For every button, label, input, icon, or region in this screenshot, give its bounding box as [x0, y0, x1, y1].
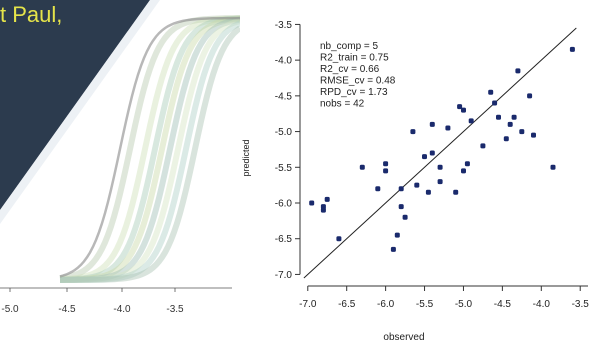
sigmoid-curve [60, 18, 240, 283]
stat-annotation: RPD_cv = 1.73 [320, 87, 388, 98]
y-tick-label: -5.5 [275, 163, 293, 174]
data-point [414, 182, 420, 188]
data-point [375, 186, 381, 192]
y-tick-label: -7.0 [275, 270, 293, 281]
data-point [511, 114, 517, 120]
slide-title-fragment: t Paul, [0, 2, 62, 27]
x-tick-label: -6.5 [338, 299, 356, 310]
data-point [461, 168, 466, 174]
dark-slide-edge [0, 0, 160, 224]
left-x-tick-label: -3.5 [166, 304, 184, 315]
data-point [531, 132, 536, 138]
y-tick-label: -6.5 [275, 234, 293, 245]
data-point [488, 89, 494, 95]
data-point [453, 189, 459, 195]
data-point [461, 107, 466, 113]
sigmoid-curve [60, 25, 240, 283]
data-point [480, 143, 486, 149]
data-point [515, 68, 521, 74]
data-point [507, 121, 513, 127]
x-tick-label: -4.5 [494, 299, 512, 310]
sigmoid-curve [59, 15, 240, 283]
left-x-tick-label: -4.0 [113, 304, 131, 315]
data-point [503, 136, 509, 142]
data-point [519, 129, 525, 135]
left-sigmoid-curves [59, 15, 240, 283]
data-point [550, 164, 556, 170]
data-point [398, 204, 404, 210]
data-point [309, 200, 315, 206]
chart-background [240, 0, 594, 344]
sigmoid-curve [60, 20, 240, 283]
left-x-axis: -5.0 -4.5 -4.0 -3.5 [0, 287, 232, 315]
x-axis-label: observed [383, 332, 424, 343]
y-tick-label: -4.5 [275, 91, 293, 102]
data-point [394, 232, 400, 238]
x-tick-label: -4.0 [533, 299, 551, 310]
data-point [437, 179, 443, 185]
stat-annotation: nobs = 42 [320, 99, 365, 110]
identity-line [303, 27, 577, 279]
left-x-tick-label: -4.5 [58, 304, 76, 315]
data-point [527, 93, 533, 99]
data-point [383, 168, 389, 174]
sigmoid-curve [60, 16, 240, 283]
x-tick-label: -3.5 [572, 299, 590, 310]
left-x-tick-label: -5.0 [1, 304, 19, 315]
y-tick-label: -4.0 [275, 56, 293, 67]
data-point [320, 207, 326, 213]
y-tick-label: -5.0 [275, 127, 293, 138]
left-slide-panel: t Paul, -5.0 -4.5 -4.0 -3.5 [0, 0, 240, 344]
data-point [468, 118, 474, 124]
data-point [410, 129, 416, 135]
data-point [402, 214, 408, 220]
data-point [324, 196, 330, 202]
data-point [390, 246, 396, 252]
data-point [492, 100, 498, 106]
reference-line-group [303, 27, 577, 279]
data-point [464, 161, 470, 167]
data-point [429, 150, 435, 156]
x-tick-label: -5.5 [416, 299, 434, 310]
y-axis-label: predicted [241, 139, 251, 176]
sigmoid-curve [59, 16, 240, 278]
x-tick-label: -6.0 [377, 299, 395, 310]
data-point [437, 164, 443, 170]
scatter-chart: -3.5 -4.0 -4.5 -5.0 -5.5 -6.0 -6.5 -7.0 -7.0 -6.5… [240, 0, 594, 344]
x-tick-label: -7.0 [299, 299, 317, 310]
stat-annotation: RMSE_cv = 0.48 [320, 76, 396, 87]
data-point [336, 236, 342, 242]
data-point [398, 186, 404, 192]
sigmoid-curve [60, 16, 240, 283]
data-point [429, 121, 435, 127]
stat-annotation: R2_cv = 0.66 [320, 64, 380, 75]
data-point [383, 161, 389, 167]
sigmoid-curve [59, 15, 240, 283]
stat-annotation: R2_train = 0.75 [320, 53, 389, 64]
data-point [457, 104, 463, 110]
data-point [569, 46, 575, 52]
y-tick-label: -3.5 [275, 20, 293, 31]
y-tick-label: -6.0 [275, 199, 293, 210]
data-point [422, 154, 427, 160]
x-tick-label: -5.0 [455, 299, 473, 310]
data-point [496, 114, 501, 120]
data-point [445, 125, 451, 131]
data-point [425, 189, 431, 195]
data-point [359, 164, 365, 170]
stat-annotation: nb_comp = 5 [320, 41, 379, 52]
scatter-points [309, 46, 575, 252]
chart-axes: -3.5 -4.0 -4.5 -5.0 -5.5 -6.0 -6.5 -7.0 -7.0 -6.5… [275, 20, 590, 310]
